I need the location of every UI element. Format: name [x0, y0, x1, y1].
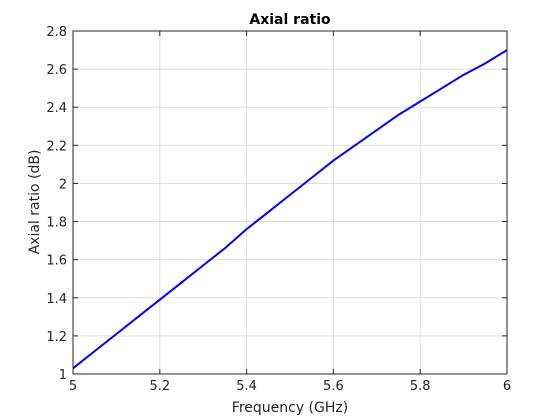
y-tick-label: 1.4	[46, 292, 67, 307]
x-tick-labels: 5 5.2 5.4 5.6 5.8 6	[69, 379, 511, 394]
x-tick-label: 5.8	[410, 379, 431, 394]
series-layer	[72, 49, 508, 370]
x-tick-label: 5.2	[149, 379, 170, 394]
y-tick-label: 1.8	[46, 216, 67, 231]
x-tick-label: 5	[69, 379, 77, 394]
y-tick-label: 2.6	[46, 63, 67, 78]
y-tick-label: 1	[59, 368, 67, 383]
x-tick-label: 5.4	[236, 379, 257, 394]
y-tick-label: 2.8	[46, 25, 67, 40]
y-tick-labels: 1 1.2 1.4 1.6 1.8 2 2.2 2.4 2.6 2.8	[46, 25, 67, 383]
axial-ratio-series-line	[72, 49, 508, 370]
y-axis-label: Axial ratio (dB)	[27, 150, 43, 255]
y-tick-label: 2	[59, 177, 67, 192]
y-tick-label: 2.2	[46, 139, 67, 154]
chart-title: Axial ratio	[249, 12, 331, 28]
x-axis-label: Frequency (GHz)	[232, 400, 348, 416]
y-tick-label: 1.6	[46, 254, 67, 269]
plot-area	[73, 31, 507, 374]
y-tick-label: 1.2	[46, 330, 67, 345]
x-tick-label: 5.6	[323, 379, 344, 394]
tick-marks	[72, 30, 508, 375]
axes-box	[72, 30, 508, 375]
grid-lines	[73, 31, 507, 374]
x-tick-label: 6	[503, 379, 511, 394]
y-tick-label: 2.4	[46, 101, 67, 116]
